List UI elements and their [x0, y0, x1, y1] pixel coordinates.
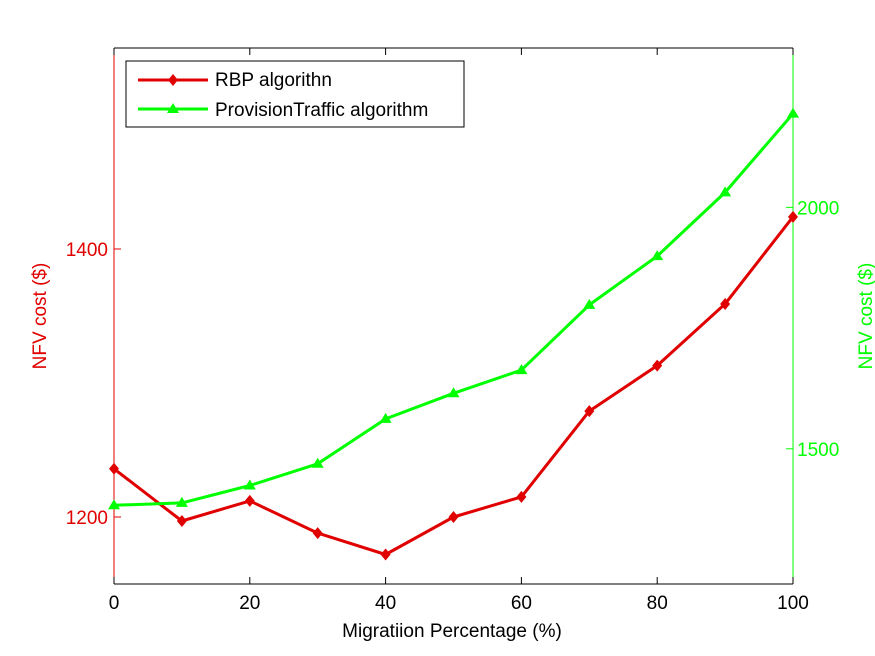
data-point-rbp: [516, 490, 527, 503]
x-tick-label: 20: [239, 593, 260, 614]
data-point-provision-traffic: [447, 387, 460, 398]
data-point-provision-traffic: [583, 298, 596, 309]
left-y-tick-label: 1400: [66, 240, 108, 261]
data-point-provision-traffic: [379, 412, 392, 423]
legend: RBP algorithn ProvisionTraffic algorithm: [125, 60, 465, 128]
data-point-provision-traffic: [515, 364, 528, 375]
x-tick-label: 60: [511, 593, 532, 614]
data-point-rbp: [109, 462, 119, 475]
x-tick-label: 100: [777, 593, 809, 614]
legend-marker-provision: [167, 103, 179, 113]
series-layer: [108, 107, 799, 561]
axes: [113, 47, 794, 585]
data-point-provision-traffic: [787, 107, 799, 118]
data-point-rbp: [788, 210, 798, 223]
ticks: 0 20 40 60 80 100 1200 1400 1500 2000: [66, 48, 839, 614]
x-tick-label: 80: [647, 593, 668, 614]
x-tick-label: 40: [375, 593, 396, 614]
right-y-tick-label: 2000: [797, 198, 839, 219]
data-point-rbp: [584, 405, 595, 418]
x-axis-label: Migratiion Percentage (%): [342, 621, 562, 642]
left-y-tick-label: 1200: [66, 508, 108, 529]
plot-area: [114, 48, 793, 584]
legend-box: [125, 60, 465, 128]
data-point-provision-traffic: [719, 186, 732, 197]
data-point-rbp: [652, 359, 663, 372]
data-point-provision-traffic: [651, 250, 664, 261]
right-y-axis-label: NFV cost ($): [856, 263, 875, 370]
legend-marker-rbp: [168, 74, 178, 86]
data-point-rbp: [176, 515, 187, 528]
data-point-rbp: [448, 511, 459, 523]
right-y-tick-label: 1500: [797, 440, 839, 461]
data-point-rbp: [312, 527, 323, 540]
legend-label-provision: ProvisionTraffic algorithm: [215, 100, 428, 121]
data-point-provision-traffic: [175, 496, 188, 507]
data-point-provision-traffic: [108, 499, 120, 510]
legend-label-rbp: RBP algorithn: [215, 70, 332, 91]
left-y-axis-label: NFV cost ($): [30, 263, 51, 370]
x-tick-label: 0: [109, 593, 120, 614]
data-point-rbp: [244, 494, 255, 507]
data-point-provision-traffic: [243, 479, 256, 490]
data-point-rbp: [720, 297, 731, 310]
data-point-provision-traffic: [311, 457, 324, 468]
data-point-rbp: [380, 548, 391, 561]
